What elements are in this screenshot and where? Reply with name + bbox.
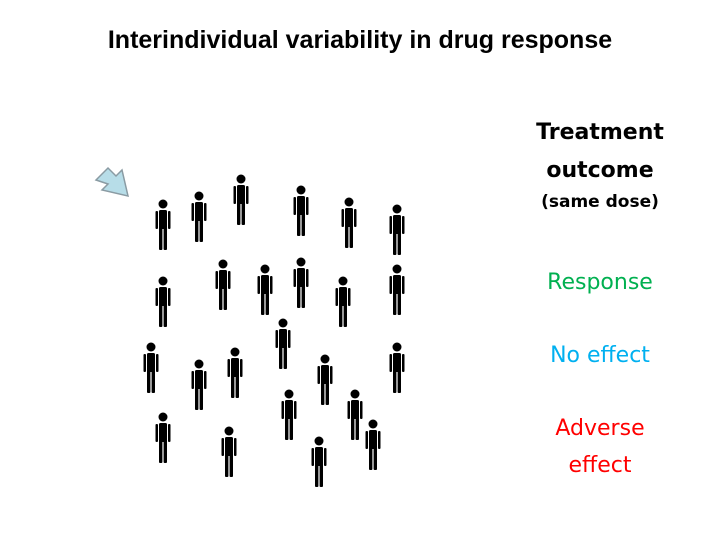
outcome-label: Response <box>547 270 653 295</box>
person-icon <box>341 197 357 248</box>
outcome-label: Adverse effect <box>555 416 645 478</box>
person-icon <box>365 419 381 470</box>
person-icon <box>227 347 243 398</box>
person-icon <box>155 412 171 463</box>
panel-subheading: (same dose) <box>541 192 659 212</box>
person-icon <box>311 436 327 487</box>
person-icon <box>389 264 405 315</box>
person-icon <box>335 276 351 327</box>
person-icon <box>155 276 171 327</box>
person-icon <box>257 264 273 315</box>
person-icon <box>233 174 249 225</box>
person-icon <box>317 354 333 405</box>
person-icon <box>293 257 309 308</box>
person-icon <box>221 426 237 477</box>
outcome-list: Response No effect Adverse effect <box>520 264 680 484</box>
title: Interindividual variability in drug resp… <box>107 26 613 54</box>
person-icon <box>389 342 405 393</box>
person-icon <box>191 191 207 242</box>
person-icon <box>275 318 291 369</box>
person-icon <box>389 204 405 255</box>
people-group <box>143 174 405 487</box>
person-icon <box>191 359 207 410</box>
panel-heading: Treatment outcome <box>536 120 664 183</box>
outcome-label: No effect <box>550 343 650 368</box>
person-icon <box>155 199 171 250</box>
person-icon <box>293 185 309 236</box>
person-icon <box>143 342 159 393</box>
person-icon <box>281 389 297 440</box>
person-icon <box>347 389 363 440</box>
person-icon <box>215 259 231 310</box>
outcome-panel: Treatment outcome (same dose) Response No… <box>520 114 680 484</box>
arrow <box>94 166 130 198</box>
